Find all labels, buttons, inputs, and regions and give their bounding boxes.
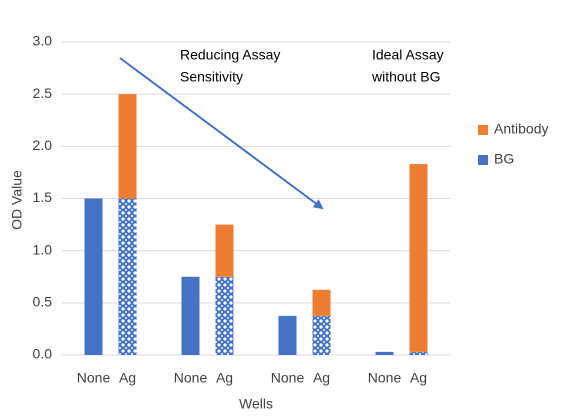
bar-segment	[409, 164, 428, 352]
x-tick-label: None	[368, 370, 402, 386]
x-tick-label: None	[174, 370, 208, 386]
y-axis-title: OD Value	[9, 170, 25, 230]
bar-segment	[118, 198, 137, 355]
bar-segment	[409, 351, 428, 355]
bar-segment	[215, 224, 234, 277]
x-tick-label: Ag	[119, 370, 136, 386]
legend-label: BG	[494, 151, 514, 167]
bar-segment	[118, 94, 137, 199]
legend-swatch	[478, 155, 488, 165]
bar-segment	[375, 351, 394, 355]
annotation: without BG	[371, 69, 440, 85]
bar-segment	[215, 276, 234, 355]
bar-segment	[312, 315, 331, 355]
bar-segment	[181, 276, 200, 355]
annotation: Reducing Assay	[180, 47, 280, 63]
x-axis-title: Wells	[239, 396, 273, 412]
trend-arrow	[119, 57, 324, 210]
y-tick-label: 3.0	[33, 33, 53, 49]
y-tick-label: 0.5	[33, 294, 53, 310]
annotation: Ideal Assay	[372, 47, 444, 63]
x-tick-label: Ag	[216, 370, 233, 386]
annotation: Sensitivity	[180, 69, 243, 85]
x-tick-label: Ag	[313, 370, 330, 386]
y-tick-label: 2.0	[33, 137, 53, 153]
y-tick-label: 0.0	[33, 346, 53, 362]
x-tick-label: None	[77, 370, 111, 386]
bar-segment	[312, 289, 331, 316]
legend-swatch	[478, 125, 488, 135]
legend-label: Antibody	[494, 121, 548, 137]
y-tick-label: 1.0	[33, 241, 53, 257]
bar-segment	[84, 198, 103, 355]
x-tick-label: Ag	[410, 370, 427, 386]
y-tick-label: 2.5	[33, 85, 53, 101]
y-tick-label: 1.5	[33, 189, 53, 205]
x-tick-label: None	[271, 370, 305, 386]
bar-segment	[278, 315, 297, 355]
